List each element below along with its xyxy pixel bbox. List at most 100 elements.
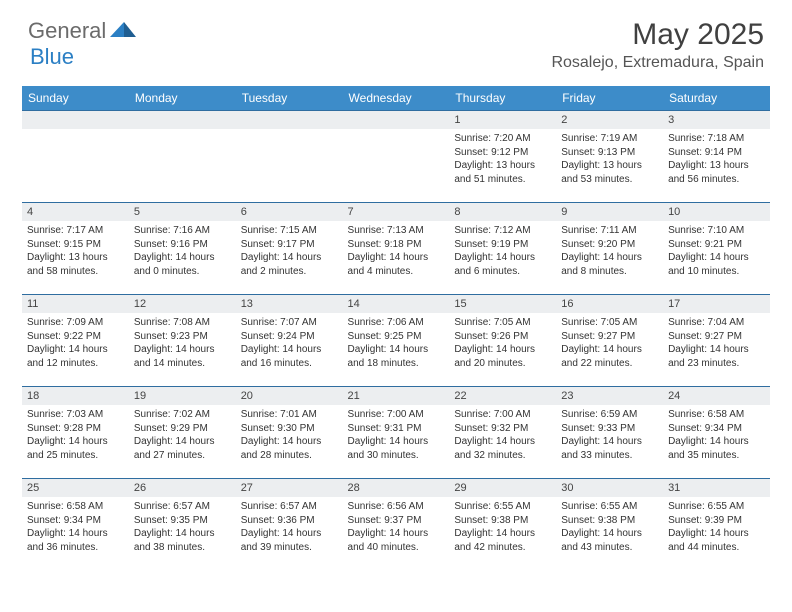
day-details: Sunrise: 7:16 AMSunset: 9:16 PMDaylight:… [129, 221, 236, 282]
sunset-line: Sunset: 9:35 PM [134, 514, 231, 528]
calendar-week-row: 11Sunrise: 7:09 AMSunset: 9:22 PMDayligh… [22, 295, 770, 387]
logo-blue-row: Blue [30, 44, 74, 70]
day-details: Sunrise: 7:19 AMSunset: 9:13 PMDaylight:… [556, 129, 663, 190]
calendar-table: SundayMondayTuesdayWednesdayThursdayFrid… [22, 86, 770, 571]
daylight-line: Daylight: 14 hours and 6 minutes. [454, 251, 551, 278]
day-number: 12 [129, 295, 236, 313]
daylight-line: Daylight: 14 hours and 12 minutes. [27, 343, 124, 370]
day-number: 13 [236, 295, 343, 313]
day-number: 16 [556, 295, 663, 313]
calendar-week-row: 18Sunrise: 7:03 AMSunset: 9:28 PMDayligh… [22, 387, 770, 479]
sunrise-line: Sunrise: 7:04 AM [668, 316, 765, 330]
calendar-day-cell: 14Sunrise: 7:06 AMSunset: 9:25 PMDayligh… [343, 295, 450, 387]
calendar-day-cell [129, 111, 236, 203]
day-number: 31 [663, 479, 770, 497]
day-number: 21 [343, 387, 450, 405]
day-details: Sunrise: 7:00 AMSunset: 9:31 PMDaylight:… [343, 405, 450, 466]
day-details: Sunrise: 7:17 AMSunset: 9:15 PMDaylight:… [22, 221, 129, 282]
sunrise-line: Sunrise: 7:18 AM [668, 132, 765, 146]
daylight-line: Daylight: 14 hours and 28 minutes. [241, 435, 338, 462]
day-details: Sunrise: 6:57 AMSunset: 9:36 PMDaylight:… [236, 497, 343, 558]
day-header: Monday [129, 86, 236, 111]
sunset-line: Sunset: 9:32 PM [454, 422, 551, 436]
logo: General [28, 18, 140, 44]
day-details: Sunrise: 7:01 AMSunset: 9:30 PMDaylight:… [236, 405, 343, 466]
sunrise-line: Sunrise: 7:19 AM [561, 132, 658, 146]
calendar-week-row: 1 Sunrise: 7:20 AMSunset: 9:12 PM Daylight… [22, 111, 770, 203]
sunset-line: Sunset: 9:12 PM [454, 146, 551, 160]
day-number: 9 [556, 203, 663, 221]
daylight-line: Daylight: 14 hours and 36 minutes. [27, 527, 124, 554]
day-number: 6 [236, 203, 343, 221]
day-number: 8 [449, 203, 556, 221]
daylight-line: Daylight: 14 hours and 10 minutes. [668, 251, 765, 278]
sunset-line: Sunset: 9:37 PM [348, 514, 445, 528]
calendar-day-cell: 13Sunrise: 7:07 AMSunset: 9:24 PMDayligh… [236, 295, 343, 387]
calendar-day-cell: 31Sunrise: 6:55 AMSunset: 9:39 PMDayligh… [663, 479, 770, 571]
day-details: Sunrise: 7:03 AMSunset: 9:28 PMDaylight:… [22, 405, 129, 466]
calendar-day-cell: 17Sunrise: 7:04 AMSunset: 9:27 PMDayligh… [663, 295, 770, 387]
calendar-day-cell: 27Sunrise: 6:57 AMSunset: 9:36 PMDayligh… [236, 479, 343, 571]
sunrise-line: Sunrise: 6:57 AM [241, 500, 338, 514]
day-details: Sunrise: 6:55 AMSunset: 9:39 PMDaylight:… [663, 497, 770, 558]
calendar-day-cell: 30Sunrise: 6:55 AMSunset: 9:38 PMDayligh… [556, 479, 663, 571]
day-number: 17 [663, 295, 770, 313]
day-number [343, 111, 450, 129]
calendar-day-cell: 19Sunrise: 7:02 AMSunset: 9:29 PMDayligh… [129, 387, 236, 479]
sunrise-line: Sunrise: 6:59 AM [561, 408, 658, 422]
sunset-line: Sunset: 9:25 PM [348, 330, 445, 344]
calendar-day-cell: 1Sunrise: 7:20 AMSunset: 9:12 PMDaylight… [449, 111, 556, 203]
day-header: Thursday [449, 86, 556, 111]
sunrise-line: Sunrise: 7:08 AM [134, 316, 231, 330]
day-details: Sunrise: 7:13 AMSunset: 9:18 PMDaylight:… [343, 221, 450, 282]
sunrise-line: Sunrise: 6:55 AM [561, 500, 658, 514]
sunrise-line: Sunrise: 7:15 AM [241, 224, 338, 238]
calendar-day-cell: 2Sunrise: 7:19 AMSunset: 9:13 PMDaylight… [556, 111, 663, 203]
header: General May 2025 Rosalejo, Extremadura, … [0, 0, 792, 78]
sunset-line: Sunset: 9:13 PM [561, 146, 658, 160]
sunrise-line: Sunrise: 7:17 AM [27, 224, 124, 238]
day-header: Friday [556, 86, 663, 111]
daylight-line: Daylight: 14 hours and 23 minutes. [668, 343, 765, 370]
sunset-line: Sunset: 9:34 PM [27, 514, 124, 528]
sunrise-line: Sunrise: 7:20 AM [454, 132, 551, 146]
day-number: 18 [22, 387, 129, 405]
day-details: Sunrise: 6:55 AMSunset: 9:38 PMDaylight:… [556, 497, 663, 558]
calendar-day-cell: 3Sunrise: 7:18 AMSunset: 9:14 PMDaylight… [663, 111, 770, 203]
day-details: Sunrise: 7:15 AMSunset: 9:17 PMDaylight:… [236, 221, 343, 282]
daylight-line: Daylight: 14 hours and 18 minutes. [348, 343, 445, 370]
day-details: Sunrise: 7:02 AMSunset: 9:29 PMDaylight:… [129, 405, 236, 466]
day-number: 30 [556, 479, 663, 497]
daylight-line: Daylight: 14 hours and 39 minutes. [241, 527, 338, 554]
day-details: Sunrise: 7:05 AMSunset: 9:26 PMDaylight:… [449, 313, 556, 374]
day-number: 25 [22, 479, 129, 497]
day-number: 15 [449, 295, 556, 313]
sunrise-line: Sunrise: 6:58 AM [27, 500, 124, 514]
logo-text-general: General [28, 18, 106, 44]
day-details: Sunrise: 7:12 AMSunset: 9:19 PMDaylight:… [449, 221, 556, 282]
day-number: 4 [22, 203, 129, 221]
sunset-line: Sunset: 9:26 PM [454, 330, 551, 344]
sunrise-line: Sunrise: 7:05 AM [561, 316, 658, 330]
day-header: Sunday [22, 86, 129, 111]
daylight-line: Daylight: 14 hours and 32 minutes. [454, 435, 551, 462]
day-number: 1 [449, 111, 556, 129]
sunset-line: Sunset: 9:38 PM [561, 514, 658, 528]
day-details: Sunrise: 7:06 AMSunset: 9:25 PMDaylight:… [343, 313, 450, 374]
calendar-day-cell: 7Sunrise: 7:13 AMSunset: 9:18 PMDaylight… [343, 203, 450, 295]
daylight-line: Daylight: 13 hours and 53 minutes. [561, 159, 658, 186]
day-number: 19 [129, 387, 236, 405]
daylight-line: Daylight: 14 hours and 43 minutes. [561, 527, 658, 554]
day-number: 29 [449, 479, 556, 497]
sunset-line: Sunset: 9:36 PM [241, 514, 338, 528]
sunset-line: Sunset: 9:34 PM [668, 422, 765, 436]
day-details: Sunrise: 7:08 AMSunset: 9:23 PMDaylight:… [129, 313, 236, 374]
location-subtitle: Rosalejo, Extremadura, Spain [551, 54, 764, 72]
day-number: 26 [129, 479, 236, 497]
sunset-line: Sunset: 9:30 PM [241, 422, 338, 436]
day-number: 3 [663, 111, 770, 129]
day-number: 27 [236, 479, 343, 497]
calendar-day-cell: 5Sunrise: 7:16 AMSunset: 9:16 PMDaylight… [129, 203, 236, 295]
logo-triangle-icon [110, 19, 138, 44]
sunset-line: Sunset: 9:14 PM [668, 146, 765, 160]
